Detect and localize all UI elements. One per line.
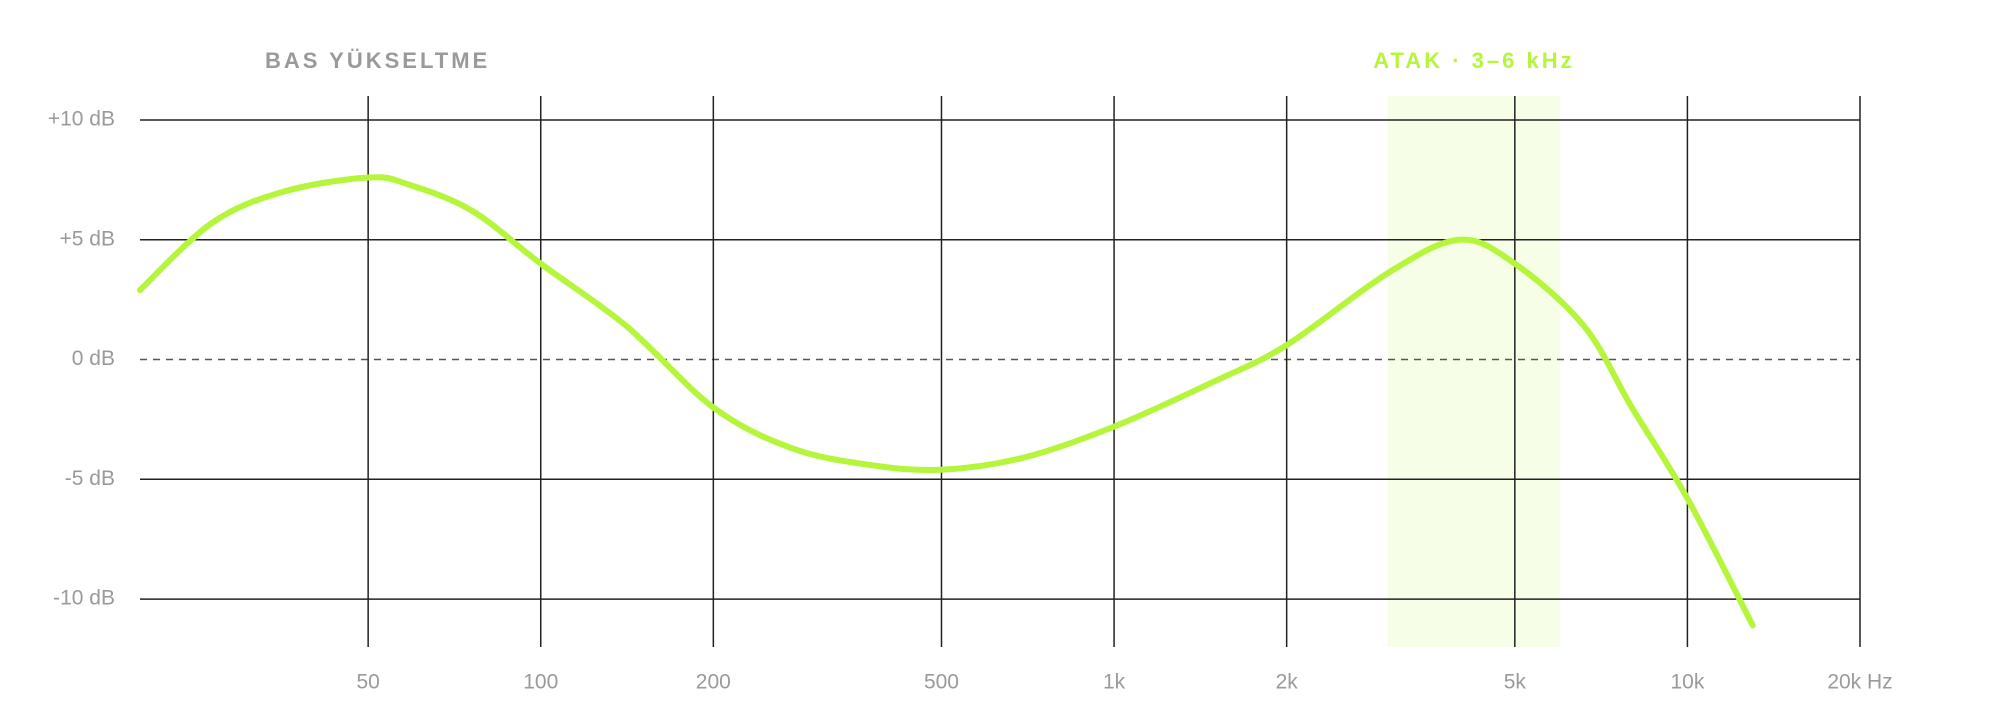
- highlight-band: [1387, 96, 1561, 647]
- annotation: BAS YÜKSELTME: [265, 48, 490, 73]
- x-tick-label: 50: [356, 671, 379, 694]
- x-tick-label: 5k: [1504, 671, 1527, 694]
- x-tick-label: 1k: [1103, 671, 1126, 694]
- x-tick-label: 10k: [1670, 671, 1704, 694]
- y-tick-label: +10 dB: [48, 108, 115, 131]
- y-tick-label: -5 dB: [65, 467, 115, 490]
- highlight-label: ATAK · 3–6 kHz: [1373, 48, 1574, 73]
- x-tick-label: 100: [523, 671, 558, 694]
- x-tick-label: 2k: [1276, 671, 1299, 694]
- x-tick-label: 20k Hz: [1827, 671, 1892, 694]
- y-tick-label: -10 dB: [53, 587, 115, 610]
- x-tick-label: 500: [924, 671, 959, 694]
- y-tick-label: 0 dB: [72, 347, 115, 370]
- response-curve: [137, 174, 1756, 629]
- x-tick-label: 200: [696, 671, 731, 694]
- y-tick-label: +5 dB: [60, 227, 115, 250]
